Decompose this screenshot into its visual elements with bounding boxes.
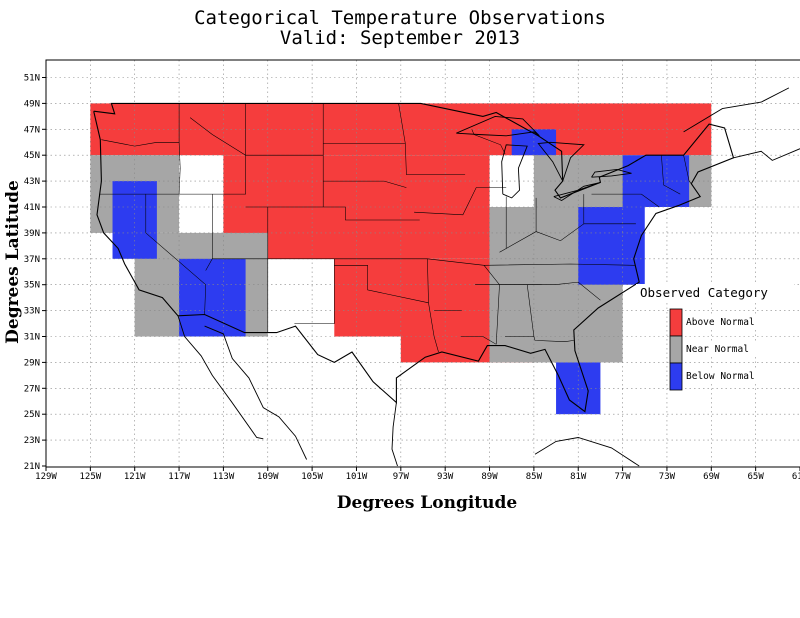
state-border [460,336,497,345]
y-tick-label: 31N [24,333,40,343]
x-tick-label: 105W [301,472,323,482]
x-tick-label: 81W [570,472,587,482]
legend-swatch [669,335,683,364]
y-tick-label: 35N [24,281,40,291]
lake-superior [456,115,540,137]
legend-label-bg [684,369,766,383]
state-border [212,258,485,266]
x-tick-label: 117W [168,472,190,482]
plot-border [45,59,800,468]
state-border [145,103,206,315]
category-cell-below [179,258,246,337]
legend-label: Near Normal [686,344,749,355]
state-border [471,129,506,155]
lake-erie [553,181,601,202]
x-tick-label: 121W [124,472,146,482]
lake-huron [537,141,585,182]
y-tick-label: 21N [24,462,40,472]
legend: Observed Category Above Normal Near Normal… [636,284,794,391]
state-border [683,155,692,184]
legend-swatch [669,362,683,391]
y-tick-label: 49N [24,99,40,109]
category-cell-below [578,207,645,285]
x-tick-label: 125W [80,472,102,482]
x-tick-label: 129W [35,472,57,482]
us-coastline [93,102,735,413]
cuba-coast [534,437,640,467]
map-title: Categorical Temperature Observations [194,7,606,29]
state-border [483,263,635,266]
y-tick-label: 39N [24,229,40,239]
state-border [323,180,407,188]
y-tick-label: 51N [24,74,40,84]
gulf-california-coast [204,325,308,460]
state-border [414,187,507,216]
state-border [427,258,439,353]
y-tick-label: 43N [24,177,40,187]
state-border [398,103,466,175]
baja-west-coast [177,315,264,440]
y-axis-ticks: 51N 49N 47N 45N 43N 41N 39N 37N 35N 33N 31N 29N 27N 2… [24,74,46,472]
category-cell-below [112,181,157,259]
category-cell-below [622,155,690,207]
x-tick-label: 65W [748,472,765,482]
state-border [294,258,335,324]
coastline-boundaries [93,87,800,467]
state-border [189,103,246,156]
legend-label: Below Normal [686,371,755,382]
legend-label-bg [684,315,766,329]
lake-michigan [501,144,528,199]
x-tick-label: 73W [659,472,676,482]
map-subtitle: Valid: September 2013 [279,27,521,49]
legend-swatch [669,308,683,337]
x-tick-label: 61W [792,472,800,482]
plot-frame [45,59,800,468]
state-border [499,223,584,253]
state-border [245,206,420,221]
x-axis-ticks: 129W 125W 121W 117W 113W 109W 105W 101W 97W 93W 89… [35,467,800,482]
x-tick-label: 101W [346,472,368,482]
maritimes-coast [733,148,800,161]
y-tick-label: 23N [24,436,40,446]
x-axis-title: Degrees Longitude [337,493,518,513]
y-tick-label: 37N [24,255,40,265]
y-tick-label: 45N [24,151,40,161]
lake-ontario [591,168,632,178]
state-border [533,336,574,342]
legend-title: Observed Category [640,285,768,300]
st-lawrence-coast [683,87,790,133]
state-border [334,265,429,304]
legend-label: Above Normal [686,317,755,328]
y-tick-label: 33N [24,307,40,317]
x-tick-label: 85W [526,472,543,482]
x-tick-label: 97W [393,472,410,482]
state-border [661,155,681,195]
y-tick-label: 41N [24,203,40,213]
x-tick-label: 93W [437,472,454,482]
legend-label-bg [684,342,766,356]
legend-title-bg [636,284,794,302]
y-tick-label: 27N [24,384,40,394]
x-tick-label: 77W [614,472,631,482]
x-tick-label: 113W [213,472,235,482]
state-border [591,193,660,208]
y-tick-label: 47N [24,125,40,135]
x-tick-label: 89W [481,472,498,482]
x-tick-label: 69W [703,472,720,482]
state-border [101,139,180,147]
y-tick-label: 25N [24,410,40,420]
state-border [583,194,636,225]
y-tick-label: 29N [24,358,40,368]
x-tick-label: 109W [257,472,279,482]
category-cell-above [334,258,490,337]
mexico-gulf-coast [391,402,398,467]
y-axis-title: Degrees Latitude [3,180,23,344]
